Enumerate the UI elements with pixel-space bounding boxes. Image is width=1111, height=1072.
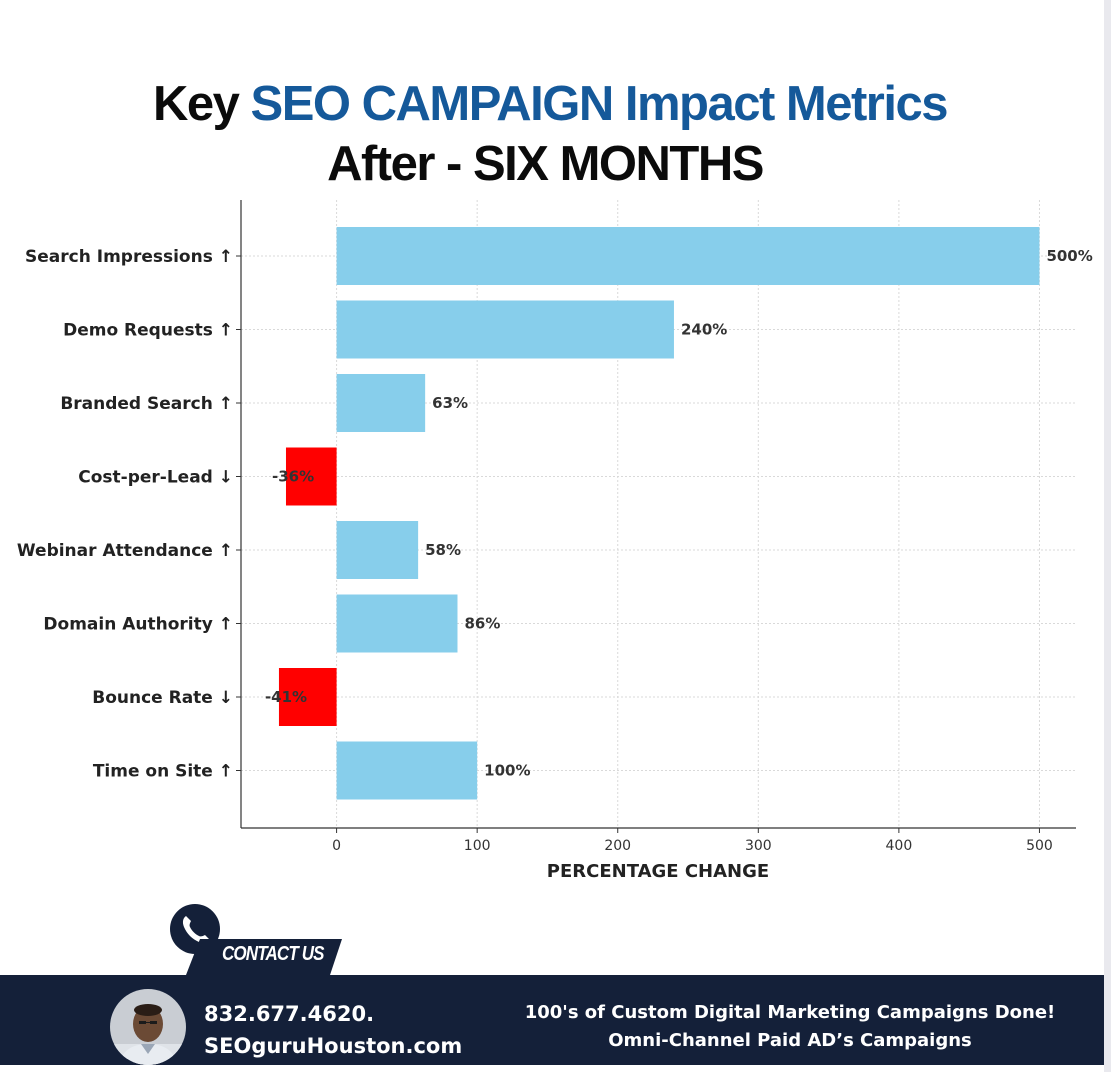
- category-label-6: Bounce Rate ↓: [92, 688, 233, 708]
- x-tick-label-3: 300: [745, 838, 772, 854]
- title-prefix: Key: [153, 77, 240, 131]
- tagline-line2: Omni-Channel Paid AD’s Campaigns: [608, 1030, 972, 1051]
- bar-chart: 500% 240% 63% -36% 58% 86% -41% 100% Search Impr…: [17, 200, 1093, 882]
- value-label-5: 86%: [464, 615, 500, 633]
- category-label-5: Domain Authority ↑: [43, 615, 233, 635]
- bar-4: [336, 521, 419, 579]
- bar-2: [336, 374, 426, 432]
- x-tick-label-2: 200: [604, 838, 631, 854]
- title-highlight: SEO CAMPAIGN Impact Metrics: [250, 77, 949, 131]
- value-label-1: 240%: [681, 321, 727, 339]
- page-edge: [1104, 0, 1111, 1072]
- avatar: [110, 989, 186, 1065]
- value-label-3: -36%: [272, 468, 314, 486]
- bar-3: [285, 447, 337, 506]
- x-tick-label-4: 400: [886, 838, 913, 854]
- bar-0: [336, 227, 1040, 285]
- contact-us-label[interactable]: CONTACT US: [222, 943, 325, 965]
- category-label-3: Cost-per-Lead ↓: [78, 468, 233, 488]
- bar-6: [278, 668, 337, 726]
- contact-website[interactable]: SEOguruHouston.com: [204, 1034, 463, 1058]
- page-title: Key SEO CAMPAIGN Impact Metrics: [0, 76, 1100, 132]
- category-label-0: Search Impressions ↑: [25, 247, 233, 267]
- contact-phone[interactable]: 832.677.4620.: [204, 1002, 375, 1026]
- bar-5: [336, 594, 458, 653]
- category-label-7: Time on Site ↑: [93, 762, 233, 782]
- category-label-4: Webinar Attendance ↑: [17, 541, 233, 561]
- value-label-2: 63%: [432, 394, 468, 412]
- x-tick-label-1: 100: [464, 838, 491, 854]
- bar-1: [336, 300, 674, 359]
- bar-7: [336, 741, 478, 800]
- value-label-4: 58%: [425, 541, 461, 559]
- x-axis-title: PERCENTAGE CHANGE: [547, 861, 769, 882]
- value-label-6: -41%: [265, 688, 307, 706]
- tagline-line1: 100's of Custom Digital Marketing Campai…: [524, 1002, 1056, 1023]
- category-label-1: Demo Requests ↑: [63, 321, 233, 341]
- value-label-7: 100%: [484, 762, 530, 780]
- x-tick-label-5: 500: [1026, 838, 1053, 854]
- x-tick-label-0: 0: [332, 838, 341, 854]
- category-label-2: Branded Search ↑: [60, 394, 233, 414]
- value-label-0: 500%: [1046, 247, 1092, 265]
- contact-banner[interactable]: [186, 939, 346, 977]
- page-subtitle: After - SIX MONTHS: [327, 137, 764, 191]
